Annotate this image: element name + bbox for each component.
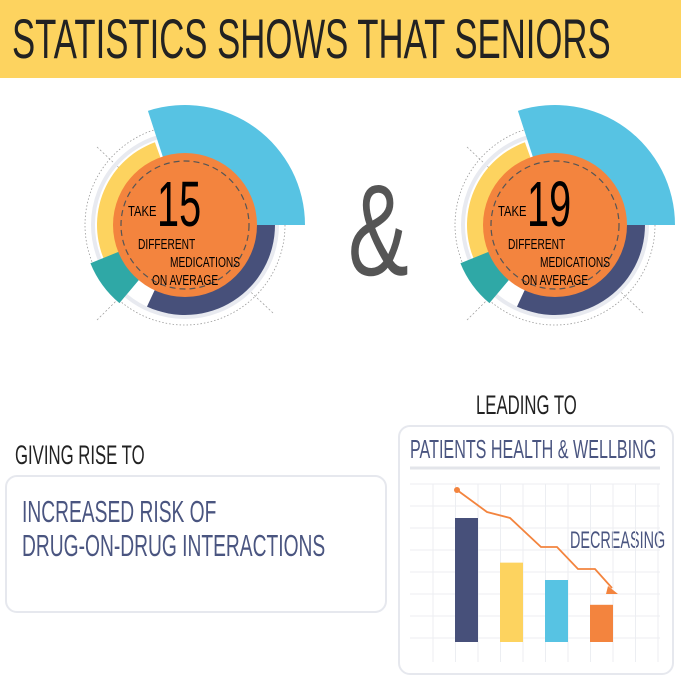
navy-arc	[146, 225, 275, 315]
dashed-ring	[120, 160, 250, 290]
stat-1-line3: ON AVERAGE	[152, 272, 219, 289]
stat-1-number: 15	[157, 168, 202, 240]
risk-line1: INCREASED RISK OF	[22, 494, 217, 529]
risk-heading: GIVING RISE TO	[15, 440, 145, 470]
outcome-heading: LEADING TO	[476, 390, 577, 420]
risk-line2: DRUG-ON-DRUG INTERACTIONS	[22, 528, 326, 563]
stat-1-prefix: TAKE	[128, 203, 157, 220]
yellow-arc	[467, 142, 532, 269]
blue-sector	[147, 105, 305, 225]
stat-2-prefix: TAKE	[498, 203, 527, 220]
page-title: STATISTICS SHOWS THAT SENIORS	[12, 7, 611, 70]
stat-1-line2: MEDICATIONS	[170, 254, 241, 271]
stat-2-line1: DIFFERENT	[508, 236, 566, 253]
navy-arc	[516, 225, 645, 315]
stat-1-line1: DIFFERENT	[138, 236, 196, 253]
ampersand: &	[348, 157, 409, 303]
stat-2-number: 19	[527, 168, 572, 240]
header-banner: STATISTICS SHOWS THAT SENIORS	[0, 0, 681, 78]
outcome-title: PATIENTS HEALTH & WELLBING	[410, 434, 657, 464]
trend-label: DECREASING	[570, 527, 666, 554]
stat-2-line3: ON AVERAGE	[522, 272, 589, 289]
orange-disc	[483, 153, 627, 297]
blue-sector	[517, 104, 675, 225]
stat-2-line2: MEDICATIONS	[540, 254, 611, 271]
yellow-arc	[97, 142, 162, 269]
dashed-ring	[490, 160, 620, 290]
orange-disc	[113, 153, 257, 297]
risk-card	[5, 475, 387, 613]
